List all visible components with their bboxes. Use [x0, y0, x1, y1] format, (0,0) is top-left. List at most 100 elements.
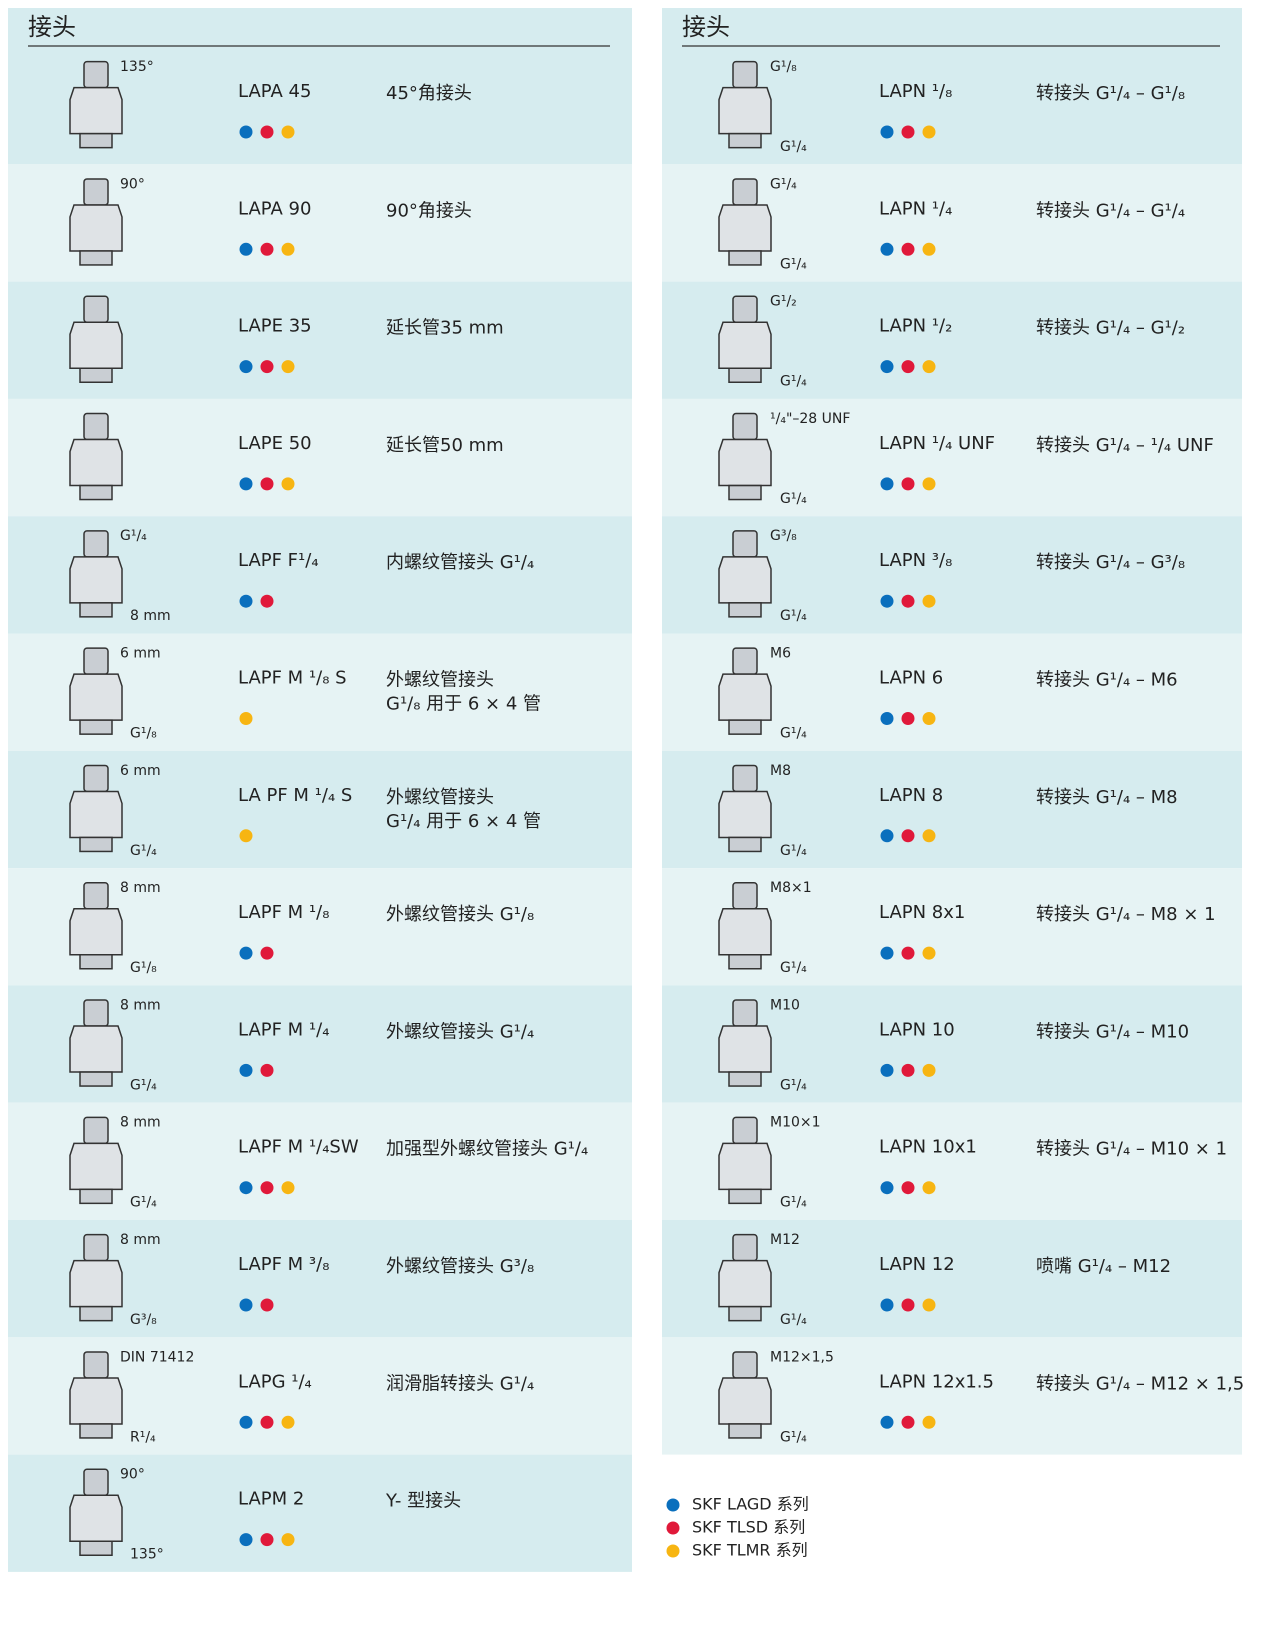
fitting-base: [728, 1071, 762, 1087]
system-dot: [260, 1533, 274, 1547]
system-dot: [922, 1181, 936, 1195]
fitting-body: [69, 908, 123, 956]
system-dot: [239, 477, 253, 491]
item-description: 润滑脂转接头 G¹/₄: [386, 1373, 534, 1394]
system-dot: [901, 1298, 915, 1312]
system-dot: [922, 125, 936, 139]
dimension-label: G¹/₄: [780, 1195, 807, 1211]
item-name: LAPN 8: [879, 785, 943, 806]
fitting-thread: [732, 999, 758, 1027]
fitting-body: [718, 790, 772, 839]
fitting-body: [718, 1259, 772, 1308]
legend-dot: [666, 1498, 680, 1512]
system-dot: [922, 477, 936, 491]
item-name: LAPF M ³/₈: [238, 1254, 329, 1275]
item-description: 延长管35 mm: [386, 318, 504, 339]
fitting-body: [69, 1025, 123, 1073]
system-dot: [922, 1063, 936, 1077]
fitting-base: [79, 1071, 113, 1087]
fitting-base: [728, 954, 762, 970]
dimension-label: G¹/₄: [780, 139, 807, 155]
item-description: 转接头 G¹/₄ – G¹/₂: [1036, 318, 1185, 339]
fitting-base: [728, 836, 762, 853]
item-name: LAPF M ¹/₄: [238, 1019, 329, 1040]
system-dot: [239, 829, 253, 843]
system-dot: [880, 829, 894, 843]
panel-title: 接头: [682, 13, 730, 41]
fitting-base: [79, 954, 113, 970]
system-dot: [922, 712, 936, 725]
fitting-body: [718, 1025, 772, 1073]
dimension-label: 90°: [120, 1467, 145, 1483]
item-description: G¹/₈ 用于 6 × 4 管: [386, 694, 541, 715]
system-dot: [281, 125, 295, 139]
system-dot: [922, 1298, 936, 1312]
dimension-label: 8 mm: [130, 608, 171, 624]
fitting-thread: [83, 412, 109, 441]
system-dot: [880, 1181, 894, 1195]
fitting-base: [728, 367, 762, 383]
fitting-body: [69, 1494, 123, 1542]
fitting-thread: [83, 999, 109, 1027]
dimension-label: G¹/₈: [130, 726, 157, 742]
fitting-thread: [83, 1116, 109, 1145]
fitting-body: [69, 1259, 123, 1308]
item-description: Y- 型接头: [385, 1491, 461, 1512]
fitting-body: [69, 1377, 123, 1425]
system-dot: [922, 829, 936, 843]
dimension-label: G¹/₂: [770, 294, 797, 310]
item-name: LAPE 35: [238, 316, 312, 337]
dimension-label: ¹/₄"–28 UNF: [770, 411, 850, 427]
system-dot: [281, 1533, 295, 1547]
dimension-label: G¹/₄: [120, 528, 147, 544]
system-dot: [260, 946, 274, 960]
item-name: LAPN 10: [879, 1019, 955, 1040]
dimension-label: 8 mm: [120, 1232, 161, 1248]
fitting-body: [718, 556, 772, 604]
item-name: LAPN 12x1.5: [879, 1371, 994, 1392]
item-description: 转接头 G¹/₄ – M10: [1036, 1021, 1189, 1042]
dimension-label: G¹/₄: [770, 176, 797, 192]
dimension-label: 135°: [120, 59, 154, 75]
item-name: LAPF F¹/₄: [238, 550, 319, 571]
fitting-base: [79, 1188, 113, 1205]
system-dot: [281, 477, 295, 491]
system-dot: [260, 1181, 274, 1195]
item-description: 转接头 G¹/₄ – G¹/₄: [1036, 200, 1185, 221]
fitting-base: [728, 132, 762, 149]
item-description: 转接头 G¹/₄ – M6: [1036, 670, 1178, 691]
item-name: LAPM 2: [238, 1489, 304, 1510]
dimension-label: G¹/₄: [780, 256, 807, 272]
item-description: 喷嘴 G¹/₄ – M12: [1036, 1256, 1171, 1277]
fitting-thread: [732, 295, 758, 323]
item-description: 外螺纹管接头: [386, 670, 494, 691]
fitting-base: [79, 602, 113, 618]
fitting-base: [79, 367, 113, 383]
dimension-label: 6 mm: [120, 646, 161, 662]
system-dot: [922, 1415, 936, 1429]
fitting-body: [718, 1142, 772, 1191]
legend-label: SKF LAGD 系列: [692, 1495, 809, 1514]
fitting-thread: [732, 1351, 758, 1379]
dimension-label: G¹/₄: [780, 1077, 807, 1093]
fitting-base: [79, 719, 113, 735]
fitting-thread: [732, 882, 758, 910]
fitting-thread: [732, 178, 758, 206]
dimension-label: G¹/₄: [780, 608, 807, 624]
system-dot: [239, 242, 253, 256]
fitting-base: [79, 1423, 113, 1439]
system-dot: [239, 946, 253, 960]
item-name: LAPA 45: [238, 81, 311, 102]
fitting-thread: [83, 530, 109, 558]
fitting-thread: [83, 1351, 109, 1379]
fitting-thread: [732, 1233, 758, 1262]
dimension-label: G¹/₄: [780, 726, 807, 742]
item-name: LAPN 12: [879, 1254, 955, 1275]
fitting-base: [728, 250, 762, 266]
fitting-base: [79, 132, 113, 149]
dimension-label: M8: [770, 763, 791, 779]
item-name: LAPF M ¹/₈: [238, 902, 329, 923]
system-dot: [901, 1415, 915, 1429]
item-description: 转接头 G¹/₄ – G³/₈: [1036, 552, 1185, 573]
fitting-body: [69, 86, 123, 135]
